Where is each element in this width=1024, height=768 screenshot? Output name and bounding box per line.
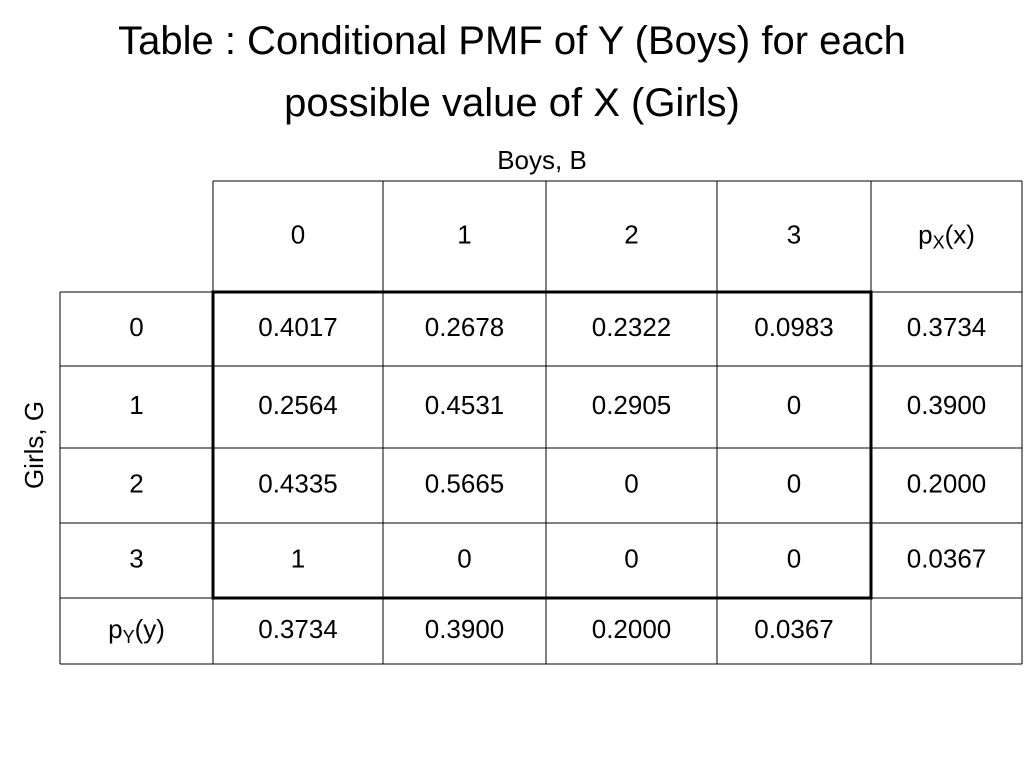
cell: 0.3900 — [907, 390, 987, 420]
column-label: 2 — [624, 219, 638, 249]
cell: 0.2678 — [425, 312, 505, 342]
cell: 0 — [787, 543, 801, 573]
cell: 0 — [457, 543, 471, 573]
column-header: Boys, B — [497, 145, 587, 175]
column-label: 0 — [291, 219, 305, 249]
cell: 1 — [291, 543, 305, 573]
row-label: 2 — [129, 468, 143, 498]
slide-title: Table : Conditional PMF of Y (Boys) for … — [118, 19, 906, 125]
cell: 0.0367 — [907, 543, 987, 573]
cell: 0.2564 — [258, 390, 338, 420]
cell: 0.3900 — [425, 614, 505, 644]
column-label: 3 — [787, 219, 801, 249]
cell: 0.2322 — [592, 312, 672, 342]
column-label: 1 — [457, 219, 471, 249]
cell: 0.4017 — [258, 312, 338, 342]
conditional-block-border — [211, 290, 873, 600]
row-label: 0 — [129, 312, 143, 342]
row-label: pY(y) — [108, 614, 165, 647]
subscript: Y — [123, 627, 135, 647]
cell: 0.0367 — [754, 614, 834, 644]
symbol: p — [108, 614, 122, 644]
argument: (y) — [135, 614, 165, 644]
cell: 0 — [787, 468, 801, 498]
cell: 0.2905 — [592, 390, 672, 420]
row-header: Girls, G — [19, 401, 49, 489]
cell: 0 — [624, 543, 638, 573]
symbol: p — [918, 219, 932, 249]
row-label: 3 — [129, 543, 143, 573]
cell: 0.3734 — [907, 312, 987, 342]
cell: 0.5665 — [425, 468, 505, 498]
cell: 0 — [624, 468, 638, 498]
cell: 0.4531 — [425, 390, 505, 420]
cell: 0 — [787, 390, 801, 420]
cell: 0.4335 — [258, 468, 338, 498]
column-label: pX(x) — [918, 219, 975, 252]
subscript: X — [933, 232, 945, 252]
cell: 0.2000 — [907, 468, 987, 498]
row-label: 1 — [129, 390, 143, 420]
cell: 0.3734 — [258, 614, 338, 644]
cell: 0.0983 — [754, 312, 834, 342]
cell: 0.2000 — [592, 614, 672, 644]
argument: (x) — [945, 219, 975, 249]
